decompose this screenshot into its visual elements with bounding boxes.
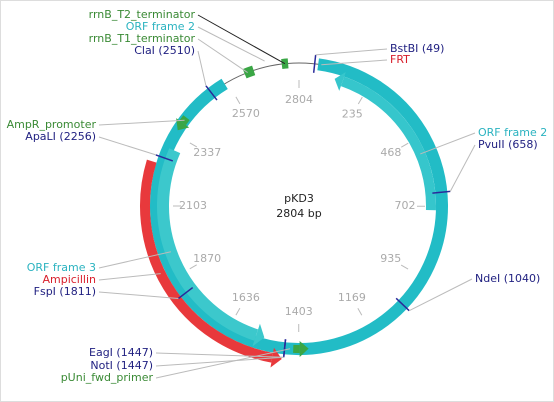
feature-label: ORF frame 2 (126, 20, 195, 33)
leader-line (408, 278, 473, 312)
scale-tick (357, 308, 363, 316)
feature-label: BstBI (49) (390, 42, 444, 55)
restriction-site (155, 154, 174, 162)
feature-label: ClaI (2510) (134, 44, 195, 57)
feature-label: EagI (1447) (89, 346, 153, 359)
leader-line (98, 273, 161, 281)
scale-label: 1403 (285, 305, 313, 318)
puni-primer-head (299, 340, 309, 357)
scale-label: 702 (394, 199, 415, 212)
feature-label: ApaLI (2256) (25, 130, 96, 143)
plasmid-size: 2804 bp (276, 207, 321, 220)
leader-line (197, 26, 265, 62)
scale-label: 2804 (285, 93, 313, 106)
feature-label: NdeI (1040) (475, 272, 540, 285)
rrnb-t1 (242, 65, 256, 79)
scale-tick (235, 307, 241, 316)
feature-label: FRT (390, 53, 410, 66)
leader-line (98, 119, 185, 126)
scale-tick (400, 264, 409, 270)
ampr-promoter-head (176, 118, 190, 131)
ampicillin (140, 159, 274, 363)
feature-label: AmpR_promoter (7, 118, 97, 131)
leader-line (155, 356, 284, 367)
leader-line (155, 352, 284, 358)
orf-frame-2-head (334, 71, 346, 91)
orf-frame-3 (157, 148, 259, 341)
restriction-site (205, 85, 218, 101)
leader-line (420, 132, 476, 155)
feature-label: rrnB_T2_terminator (89, 8, 196, 21)
feature-label: FspI (1811) (34, 285, 96, 298)
scale-label: 1870 (193, 252, 221, 265)
feature-label: ORF frame 3 (27, 261, 96, 274)
scale-label: 235 (342, 107, 363, 120)
scale-label: 1169 (338, 291, 366, 304)
feature-label: Ampicillin (42, 273, 96, 286)
restriction-site (395, 297, 410, 312)
feature-label: NotI (1447) (90, 359, 153, 372)
scale-label: 1636 (232, 291, 260, 304)
scale-label: 2570 (232, 107, 260, 120)
leader-line (98, 291, 179, 300)
scale-label: 935 (380, 252, 401, 265)
orf-frame-2 (340, 76, 436, 211)
feature-label: PvuII (658) (478, 138, 538, 151)
scale-label: 2337 (193, 146, 221, 159)
plasmid-name: pKD3 (284, 192, 314, 205)
scale-tick (189, 142, 198, 148)
scale-tick (235, 96, 241, 105)
scale-tick (401, 142, 409, 148)
leader-line (197, 14, 286, 65)
scale-label: 468 (380, 146, 401, 159)
orf-frame-2-top (150, 58, 448, 355)
feature-label: rrnB_T1_terminator (89, 32, 196, 45)
scale-label: 2103 (179, 199, 207, 212)
leader-line (197, 50, 207, 86)
leader-line (98, 251, 172, 269)
restriction-site (282, 339, 287, 358)
rrnb-t2 (281, 58, 289, 70)
leader-line (155, 348, 291, 379)
feature-label: ORF frame 2 (478, 126, 547, 139)
restriction-site (177, 286, 194, 300)
restriction-site (312, 54, 317, 73)
feature-label: pUni_fwd_primer (61, 371, 154, 384)
leader-line (197, 38, 248, 73)
scale-tick (189, 264, 197, 270)
leader-line (321, 59, 388, 66)
leader-line (449, 144, 476, 192)
orf-frame-3-head (252, 323, 265, 347)
leader-line (98, 136, 156, 156)
scale-tick (357, 96, 363, 105)
restriction-site (432, 190, 451, 194)
leader-line (315, 48, 388, 56)
